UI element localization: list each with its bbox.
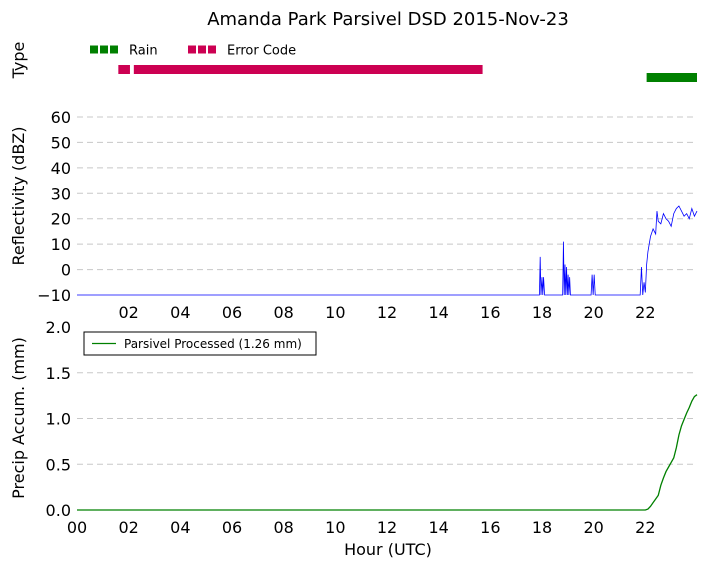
reflectivity-x-tick-label: 04 <box>170 303 190 322</box>
precip-x-tick-label: 00 <box>67 518 87 537</box>
reflectivity-series-line <box>77 205 698 296</box>
type-bar <box>118 65 130 74</box>
reflectivity-y-tick-label: 10 <box>51 235 71 254</box>
precip-legend: Parsivel Processed (1.26 mm) <box>83 331 317 356</box>
reflectivity-x-tick-label: 06 <box>222 303 242 322</box>
precip-x-tick-label: 02 <box>118 518 138 537</box>
type-legend-label: Error Code <box>227 44 296 59</box>
reflectivity-y-tick-label: 0 <box>61 261 71 280</box>
precip-y-ticks: 0.0 0.5 1.0 1.5 2.0 <box>46 318 71 520</box>
type-bars <box>118 65 697 82</box>
type-legend-swatch <box>90 45 98 54</box>
precip-x-tick-label: 08 <box>273 518 293 537</box>
reflectivity-y-tick-label: 40 <box>51 159 71 178</box>
type-legend-label: Rain <box>129 44 158 59</box>
reflectivity-x-tick-label: 16 <box>480 303 500 322</box>
precip-grid <box>77 372 697 465</box>
reflectivity-y-tick-label: 30 <box>51 184 71 203</box>
reflectivity-y-ticks: −10 0 10 20 30 40 50 60 <box>37 108 71 305</box>
precip-y-tick-label: 0.5 <box>46 455 71 474</box>
precip-legend-label: Parsivel Processed (1.26 mm) <box>124 337 302 351</box>
precip-y-tick-label: 1.0 <box>46 410 71 429</box>
precip-x-tick-label: 22 <box>635 518 655 537</box>
precip-x-tick-label: 20 <box>583 518 603 537</box>
reflectivity-x-tick-label: 12 <box>377 303 397 322</box>
precip-x-tick-label: 04 <box>170 518 190 537</box>
reflectivity-x-tick-label: 08 <box>273 303 293 322</box>
type-legend-swatch <box>110 45 118 54</box>
type-legend-swatch <box>198 45 206 54</box>
precip-x-tick-label: 14 <box>428 518 448 537</box>
type-bar <box>133 65 483 74</box>
precip-y-tick-label: 1.5 <box>46 364 71 383</box>
type-panel: Type Rain Error Code <box>9 42 697 82</box>
reflectivity-panel: Reflectivity (dBZ) −10 0 10 20 30 40 50 60 02 04… <box>9 108 698 322</box>
precip-y-tick-label: 0.0 <box>46 501 71 520</box>
reflectivity-x-tick-label: 02 <box>118 303 138 322</box>
type-ylabel: Type <box>9 42 28 80</box>
reflectivity-x-tick-label: 18 <box>532 303 552 322</box>
precip-x-ticks: 00 02 04 06 08 10 12 14 16 18 20 22 <box>67 518 656 537</box>
precip-x-tick-label: 12 <box>377 518 397 537</box>
type-legend-swatch <box>100 45 108 54</box>
reflectivity-x-tick-label: 10 <box>325 303 345 322</box>
precip-x-tick-label: 16 <box>480 518 500 537</box>
reflectivity-x-tick-label: 20 <box>583 303 603 322</box>
precip-ylabel: Precip Accum. (mm) <box>9 337 28 499</box>
type-bar <box>646 73 697 82</box>
precip-xlabel: Hour (UTC) <box>344 540 432 559</box>
type-legend: Rain Error Code <box>90 44 296 59</box>
reflectivity-y-tick-label: 60 <box>51 108 71 127</box>
reflectivity-y-tick-label: −10 <box>37 286 71 305</box>
reflectivity-y-tick-label: 20 <box>51 210 71 229</box>
type-legend-swatch <box>208 45 216 54</box>
precip-panel: Precip Accum. (mm) 0.00.51.01.52.0 00 02 0… <box>9 318 698 559</box>
reflectivity-grid <box>77 116 697 271</box>
precip-x-tick-label: 10 <box>325 518 345 537</box>
precip-y-tick-label: 2.0 <box>46 318 71 337</box>
reflectivity-ylabel: Reflectivity (dBZ) <box>9 127 28 266</box>
precip-x-tick-label: 06 <box>222 518 242 537</box>
type-legend-swatch <box>188 45 196 54</box>
chart-title: Amanda Park Parsivel DSD 2015-Nov-23 <box>207 9 569 30</box>
precip-legend-box <box>83 331 317 356</box>
reflectivity-y-tick-label: 50 <box>51 133 71 152</box>
precip-series-line <box>77 394 698 511</box>
reflectivity-x-tick-label: 22 <box>635 303 655 322</box>
reflectivity-x-tick-label: 14 <box>428 303 448 322</box>
reflectivity-x-ticks: 02 04 06 08 10 12 14 16 18 20 22 <box>118 303 655 322</box>
precip-x-tick-label: 18 <box>532 518 552 537</box>
